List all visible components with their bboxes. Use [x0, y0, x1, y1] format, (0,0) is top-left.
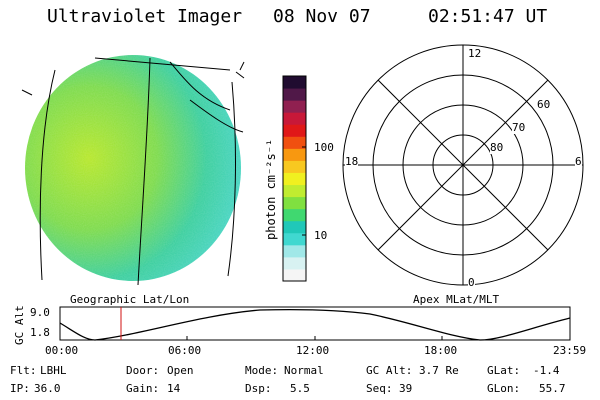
- date-label: 08 Nov 07: [273, 6, 371, 27]
- colorbar-segment: [283, 148, 306, 161]
- gc-alt-value: 3.7 Re: [419, 364, 459, 377]
- geographic-label: Geographic Lat/Lon: [70, 293, 190, 306]
- flt-label: Flt:: [10, 364, 37, 377]
- door-value: Open: [167, 364, 194, 377]
- colorbar-segment: [283, 76, 306, 89]
- lat-label-70: 70: [512, 121, 526, 134]
- ip-label: IP:: [10, 382, 30, 395]
- altitude-curve: [59, 308, 571, 341]
- x-tick-0600: 06:00: [168, 344, 202, 357]
- x-tick-2359: 23:59: [553, 344, 587, 357]
- colorbar-border: [282, 75, 307, 282]
- seq-value: 39: [399, 382, 413, 395]
- dsp-value: 5.5: [290, 382, 310, 395]
- mlt-label-6: 6: [575, 155, 582, 168]
- mode-label: Mode:: [245, 364, 279, 377]
- gc-alt-label: GC Alt:: [366, 364, 413, 377]
- glon-label: GLon:: [487, 382, 521, 395]
- lat-label-80: 80: [490, 141, 504, 154]
- colorbar-segment: [283, 112, 306, 125]
- flt-value: LBHL: [40, 364, 67, 377]
- door-label: Door:: [126, 364, 160, 377]
- gain-label: Gain:: [126, 382, 160, 395]
- apex-label: Apex MLat/MLT: [413, 293, 500, 306]
- colorbar-segment: [283, 88, 306, 101]
- dsp-label: Dsp:: [245, 382, 272, 395]
- colorbar-segment: [283, 220, 306, 234]
- glon-value: 55.7: [539, 382, 566, 395]
- colorbar-tick-10: 10: [314, 229, 328, 242]
- time-label: 02:51:47 UT: [428, 6, 548, 27]
- glat-label: GLat:: [487, 364, 521, 377]
- gain-value: 14: [167, 382, 181, 395]
- colorbar-tick-100: 100: [314, 141, 334, 154]
- mlt-label-0: 0: [468, 276, 475, 289]
- y-tick-9: 9.0: [30, 306, 50, 319]
- geographic-grid: [21, 57, 245, 286]
- colorbar-segment: [283, 196, 306, 210]
- x-tick-1800: 18:00: [424, 344, 458, 357]
- colorbar-segment: [283, 208, 306, 222]
- colorbar-segment: [283, 232, 306, 246]
- mlt-label-12: 12: [468, 47, 482, 60]
- instrument-title: Ultraviolet Imager: [47, 6, 243, 27]
- lat-label-60: 60: [537, 98, 551, 111]
- mlt-label-18: 18: [345, 155, 359, 168]
- colorbar-segment: [283, 136, 306, 149]
- polar-diagonal-2: [377, 79, 549, 251]
- ip-value: 36.0: [34, 382, 61, 395]
- x-tick-0000: 00:00: [45, 344, 79, 357]
- colorbar-segment: [283, 184, 306, 198]
- colorbar-segment: [283, 244, 306, 258]
- color-bar: [282, 75, 307, 282]
- colorbar-segment: [283, 172, 306, 186]
- colorbar-segment: [283, 256, 306, 270]
- glat-value: -1.4: [533, 364, 560, 377]
- colorbar-segment: [283, 100, 306, 113]
- x-tick-1200: 12:00: [296, 344, 330, 357]
- colorbar-segment: [283, 268, 306, 282]
- mode-value: Normal: [284, 364, 324, 377]
- seq-label: Seq:: [366, 382, 393, 395]
- colorbar-segment: [283, 160, 306, 173]
- colorbar-segment: [283, 124, 306, 137]
- y-tick-1-8: 1.8: [30, 326, 50, 339]
